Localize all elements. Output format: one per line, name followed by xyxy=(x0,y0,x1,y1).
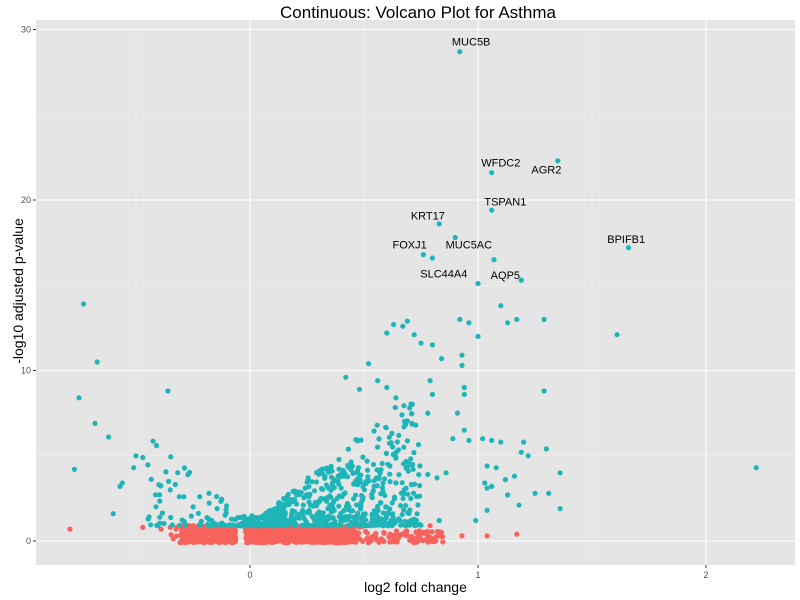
y-tick-label: 20 xyxy=(21,195,31,205)
x-tick-label: 1 xyxy=(475,570,480,580)
gene-label: KRT17 xyxy=(411,210,445,222)
y-tick-label: 0 xyxy=(26,536,31,546)
not-significant-points xyxy=(67,521,520,546)
x-axis-label: log2 fold change xyxy=(364,579,467,595)
gene-label: MUC5AC xyxy=(446,239,493,251)
gene-label: FOXJ1 xyxy=(392,239,426,251)
gene-label: WFDC2 xyxy=(481,157,520,169)
gene-label: TSPAN1 xyxy=(484,197,526,209)
y-tick-label: 30 xyxy=(21,25,31,35)
gene-label: AQP5 xyxy=(491,270,520,282)
gene-label: SLC44A4 xyxy=(420,268,467,280)
gridlines xyxy=(36,20,795,565)
plot-panel xyxy=(36,20,795,565)
gene-label: MUC5B xyxy=(452,36,491,48)
gene-labels: MUC5B AGR2 WFDC2 TSPAN1 KRT17 MUC5AC BPIFB1 FOX… xyxy=(392,36,645,282)
x-tick-label: 0 xyxy=(247,570,252,580)
chart-title: Continuous: Volcano Plot for Asthma xyxy=(280,3,556,22)
gene-label: AGR2 xyxy=(531,164,561,176)
significant-points xyxy=(71,49,759,529)
y-tick-label: 10 xyxy=(21,366,31,376)
gene-label: BPIFB1 xyxy=(607,234,645,246)
x-tick-label: 2 xyxy=(703,570,708,580)
